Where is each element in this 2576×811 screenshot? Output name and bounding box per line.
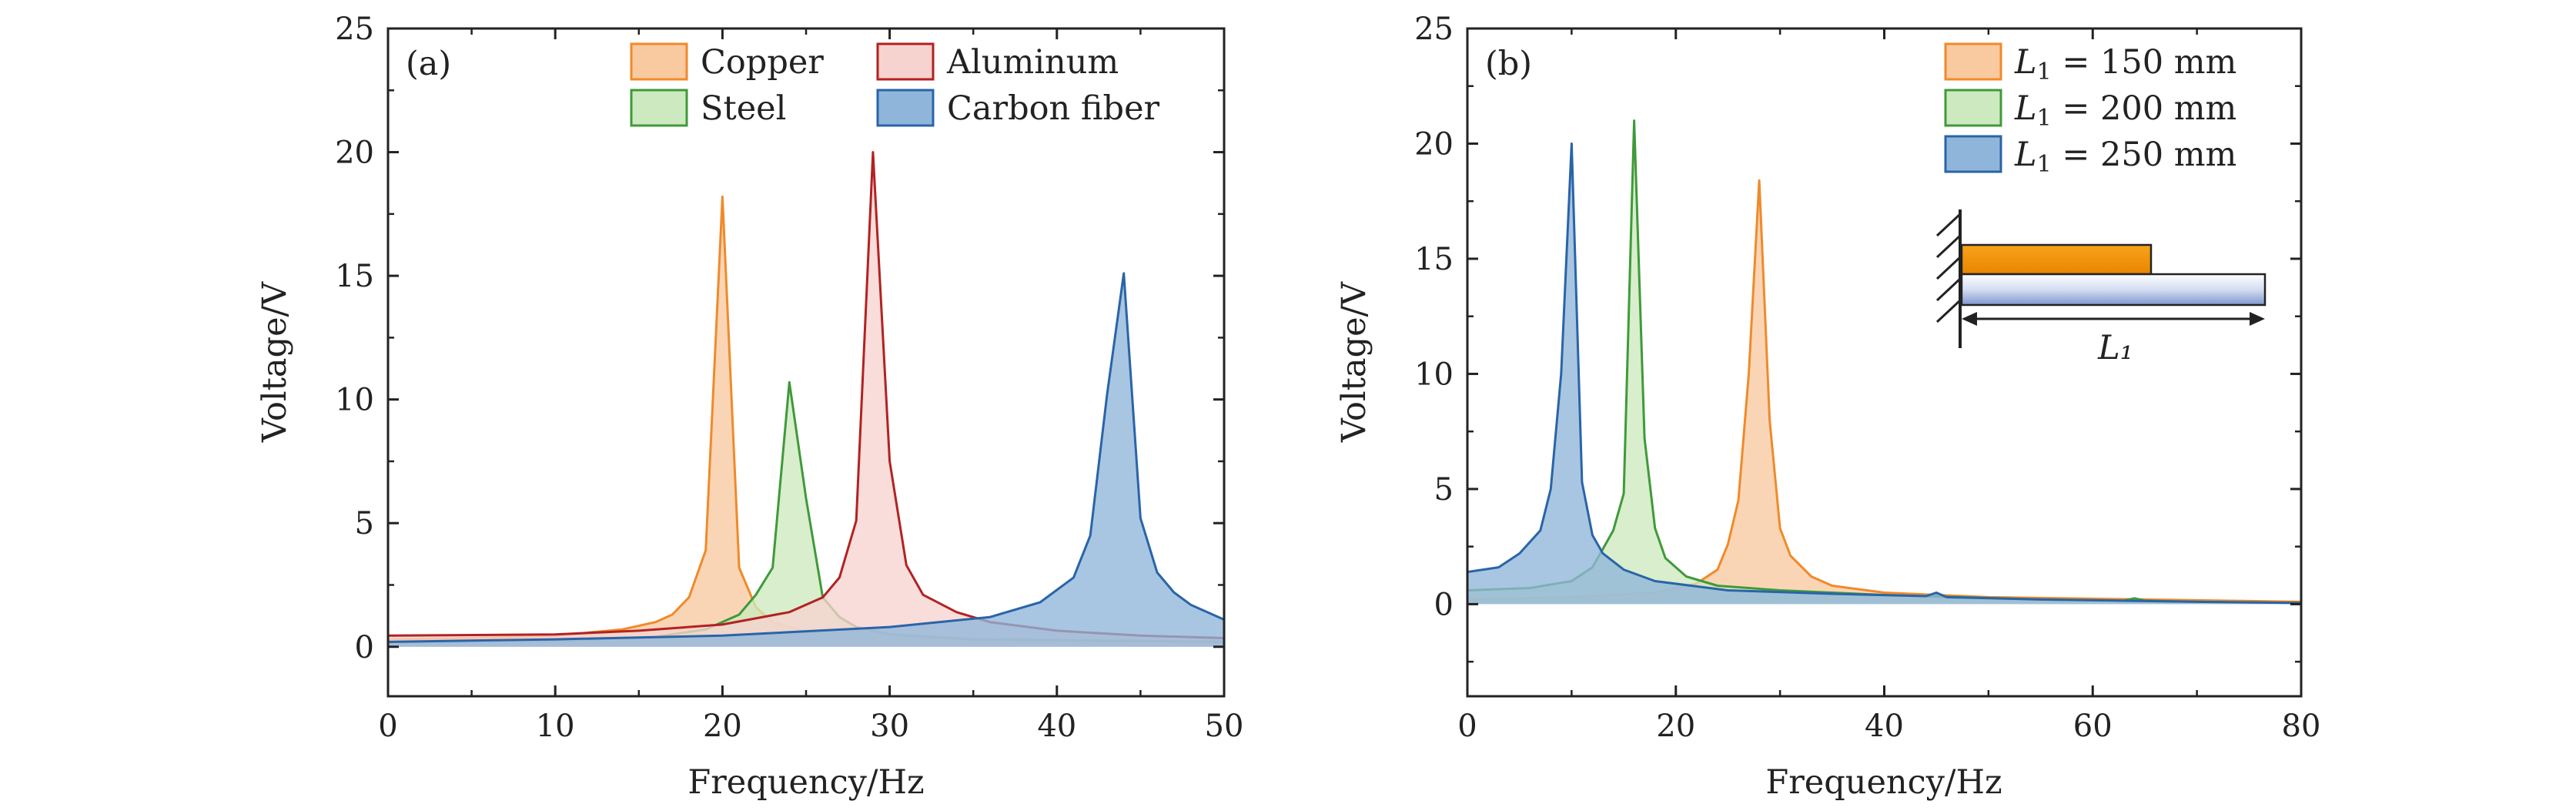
legend-swatch (1944, 135, 2002, 173)
legend-swatch (1944, 42, 2002, 81)
series-area-3 (388, 273, 1224, 647)
legend-label: Steel (701, 89, 786, 128)
x-tick-label: 40 (1037, 709, 1076, 744)
legend-swatch (876, 42, 935, 81)
x-tick-label: 40 (1865, 709, 1904, 744)
y-tick-label: 5 (355, 506, 374, 541)
cantilever-inset: L₁ (1935, 209, 2267, 367)
y-tick-label: 15 (335, 259, 374, 294)
x-tick-label: 30 (870, 709, 909, 744)
x-tick-label: 20 (703, 709, 742, 744)
y-tick-label: 0 (355, 630, 374, 665)
legend-swatch (630, 42, 688, 81)
x-tick-label: 10 (536, 709, 575, 744)
y-tick-label: 25 (335, 12, 374, 47)
y-tick-label: 20 (335, 136, 374, 171)
series-area-2 (1467, 143, 2301, 605)
inset-beam (1960, 273, 2267, 307)
panel-b-label: (b) (1485, 45, 1532, 83)
panel-a-plot-area (388, 151, 1224, 647)
y-tick-label: 15 (1414, 242, 1454, 277)
panel-a-chart: 0 10 20 30 40 50 0 5 10 15 20 25 (a) Frequency/Hz V… (256, 12, 1243, 802)
inset-length-label: L₁ (2097, 329, 2133, 367)
series-line-2 (1467, 142, 2301, 605)
legend-item: L1 = 250 mm (1944, 135, 2236, 178)
legend-label: L1 = 200 mm (2014, 89, 2236, 132)
panel-b-ticks: 0 20 40 60 80 0 5 10 15 20 25 (1414, 12, 2320, 744)
x-tick-label: 0 (1457, 709, 1477, 744)
x-tick-label: 60 (2073, 709, 2113, 744)
panel-a-legend: Copper Steel Aluminum Carbon fiber (630, 42, 1160, 128)
panel-b-y-axis-title: Voltage/V (1335, 281, 1373, 443)
panel-b-chart: 0 20 40 60 80 0 5 10 15 20 25 (b) Frequency/Hz Vol… (1335, 12, 2320, 802)
legend-item: L1 = 200 mm (1944, 89, 2236, 132)
x-tick-label: 20 (1656, 709, 1695, 744)
panel-b-x-axis-title: Frequency/Hz (1765, 763, 2002, 802)
y-tick-label: 5 (1434, 472, 1454, 508)
inset-arrowhead-left (1962, 312, 1977, 326)
panel-a-ticks: 0 10 20 30 40 50 0 5 10 15 20 25 (335, 12, 1243, 744)
x-tick-label: 50 (1205, 709, 1244, 744)
panel-a-y-axis-title: Voltage/V (256, 281, 294, 443)
y-tick-label: 0 (1434, 587, 1454, 622)
series-area-1 (388, 382, 1224, 647)
inset-piezo-strip (1960, 243, 2153, 276)
legend-label: L1 = 150 mm (2014, 43, 2236, 85)
legend-item: Aluminum (876, 42, 1119, 82)
panel-a-x-axis-title: Frequency/Hz (687, 763, 924, 802)
legend-swatch (630, 89, 688, 127)
legend-item: Steel (630, 89, 786, 128)
y-tick-label: 20 (1414, 126, 1454, 162)
y-tick-label: 10 (335, 383, 374, 418)
legend-label: L1 = 250 mm (2014, 136, 2236, 178)
y-tick-label: 25 (1414, 12, 1454, 47)
panel-a-label: (a) (406, 45, 451, 83)
legend-swatch (876, 89, 935, 127)
legend-item: Carbon fiber (876, 89, 1160, 128)
legend-item: L1 = 150 mm (1944, 42, 2236, 85)
legend-label: Copper (701, 43, 824, 82)
inset-arrowhead-right (2250, 312, 2265, 326)
inset-clamp-hatching (1935, 213, 1962, 323)
panel-b-plot-area (1467, 119, 2301, 605)
series-area-1 (1467, 120, 2301, 605)
legend-swatch (1944, 89, 2002, 127)
legend-item: Copper (630, 42, 824, 82)
series-line-3 (388, 272, 1224, 643)
x-tick-label: 80 (2282, 709, 2321, 744)
x-tick-label: 0 (378, 709, 397, 744)
legend-label: Carbon fiber (947, 89, 1160, 128)
y-tick-label: 10 (1414, 357, 1454, 392)
legend-label: Aluminum (946, 43, 1119, 82)
